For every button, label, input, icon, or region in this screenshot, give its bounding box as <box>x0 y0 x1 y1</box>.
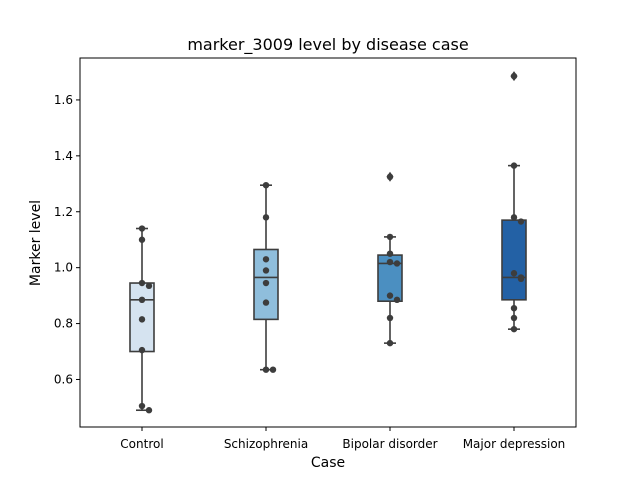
data-point <box>386 292 394 299</box>
data-point <box>138 296 146 304</box>
data-point <box>269 366 277 373</box>
y-tick-label: 1.2 <box>54 205 73 219</box>
data-point <box>393 296 401 304</box>
data-point <box>510 214 518 221</box>
data-point <box>386 314 394 322</box>
y-tick-label: 0.6 <box>54 372 73 386</box>
y-tick-label: 1.0 <box>54 261 73 275</box>
data-point <box>386 173 394 181</box>
x-tick-label: Bipolar disorder <box>342 437 437 451</box>
data-point <box>145 407 153 414</box>
data-point <box>262 256 270 263</box>
data-point <box>138 316 146 323</box>
x-tick-label: Control <box>120 437 163 451</box>
plot-area: 0.6 0.8 1.0 1.2 1.4 1.6 Control Schizophrenia Bi… <box>54 57 577 451</box>
x-tick-label: Schizophrenia <box>224 437 308 451</box>
data-point <box>510 325 518 333</box>
data-point <box>138 346 146 354</box>
data-point <box>510 162 518 169</box>
data-point <box>138 236 146 243</box>
data-point <box>138 402 146 410</box>
data-point <box>510 314 518 322</box>
data-point <box>510 72 518 80</box>
data-point <box>262 279 270 287</box>
data-point <box>262 299 270 306</box>
data-point <box>517 275 525 283</box>
x-tick-label: Major depression <box>463 437 566 451</box>
data-point <box>386 233 394 241</box>
data-point <box>262 181 270 189</box>
y-tick-label: 0.8 <box>54 317 73 331</box>
x-axis-label: Case <box>311 455 345 471</box>
axes-frame <box>79 57 577 428</box>
y-tick-label: 1.6 <box>54 93 73 107</box>
chart-title: marker_3009 level by disease case <box>187 35 468 55</box>
data-point <box>262 214 270 221</box>
data-point <box>393 260 401 267</box>
data-point <box>386 339 394 347</box>
data-point <box>386 258 394 266</box>
data-point <box>517 218 525 225</box>
data-point <box>386 250 394 257</box>
box-3 <box>501 219 527 301</box>
data-point <box>262 366 270 373</box>
data-point <box>510 304 518 312</box>
data-point <box>138 225 146 232</box>
y-tick-label: 1.4 <box>54 149 73 163</box>
data-point <box>145 282 153 290</box>
data-point <box>510 270 518 277</box>
data-point <box>262 267 270 274</box>
y-axis-label: Marker level <box>28 200 44 286</box>
data-point <box>138 279 146 287</box>
